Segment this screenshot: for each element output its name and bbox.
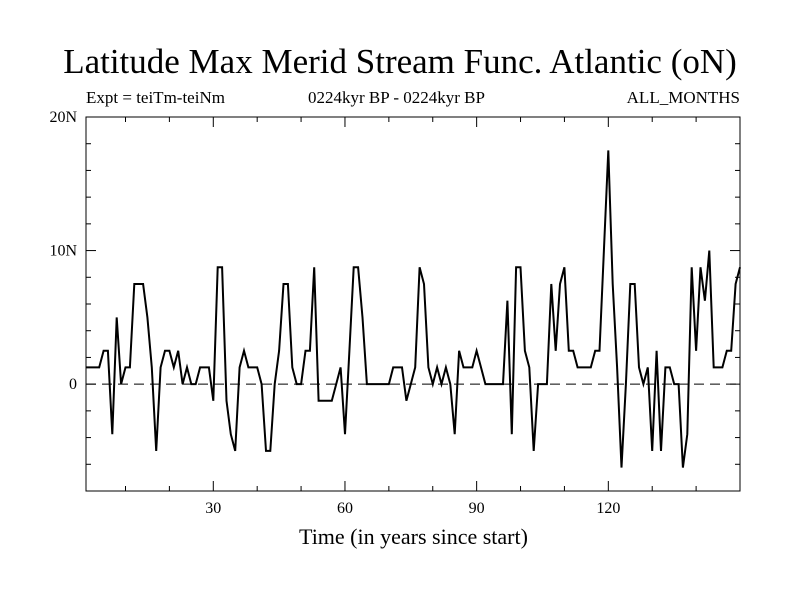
x-tick-label: 60 — [337, 500, 353, 517]
months-label: ALL_MONTHS — [626, 88, 740, 107]
period-label: 0224kyr BP - 0224kyr BP — [308, 88, 485, 107]
x-tick-label: 120 — [596, 500, 620, 517]
axis-ticks: 30 60 90 120 0 10N 20N — [49, 109, 741, 517]
chart-title: Latitude Max Merid Stream Func. Atlantic… — [63, 42, 737, 81]
y-tick-label: 20N — [49, 109, 77, 126]
y-tick-label: 0 — [69, 376, 77, 393]
plot-frame — [85, 116, 741, 492]
experiment-label: Expt = teiTm-teiNm — [86, 88, 225, 107]
x-tick-label: 90 — [469, 500, 485, 517]
y-tick-label: 10N — [49, 243, 77, 260]
series-line — [86, 150, 741, 468]
x-tick-label: 30 — [205, 500, 221, 517]
x-axis-label: Time (in years since start) — [299, 524, 528, 549]
